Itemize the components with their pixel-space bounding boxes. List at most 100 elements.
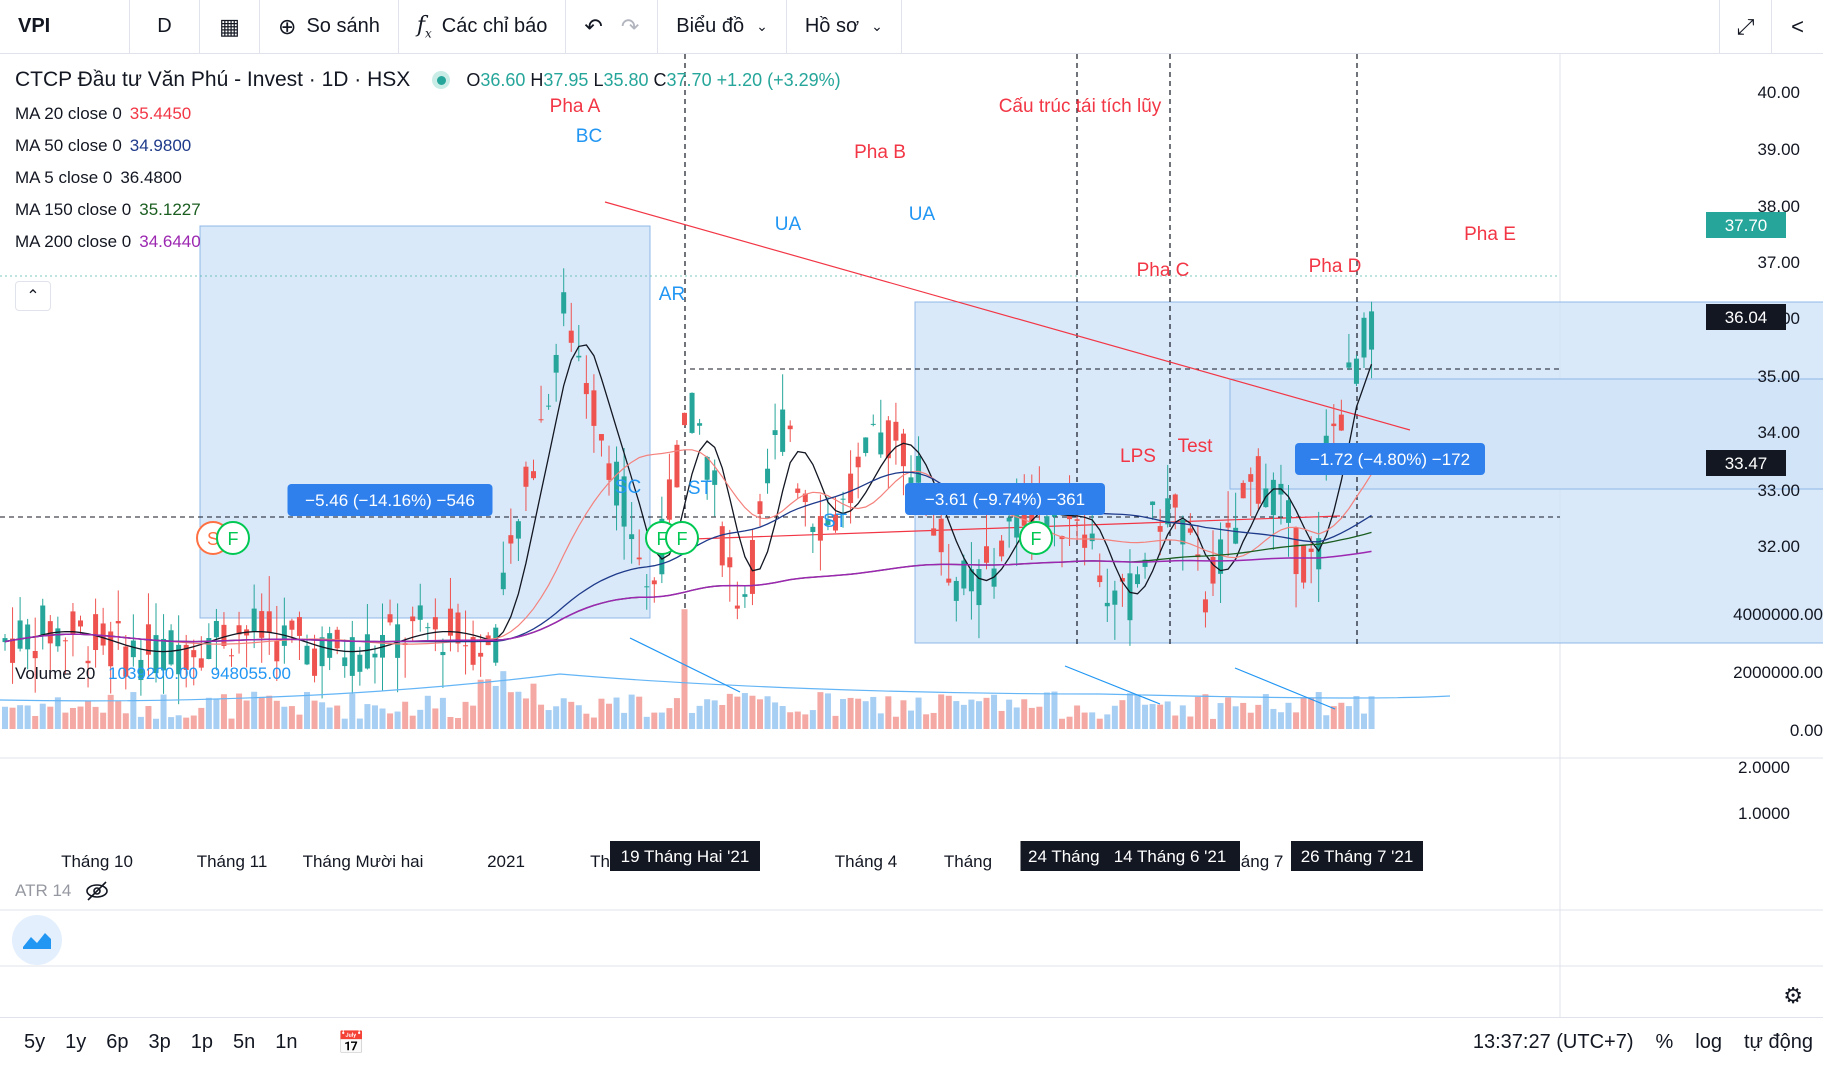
volume-bar [394, 711, 401, 729]
candle-body [25, 624, 31, 650]
ma-legend-row: MA 150 close 0 35.1227 [15, 200, 201, 220]
atr-tick-label: 2.0000 [1738, 758, 1790, 777]
candle-body [561, 292, 567, 314]
volume-bar [991, 694, 998, 729]
annotation-label: ST [688, 478, 713, 499]
candle-body [1112, 590, 1118, 605]
candle-body [1301, 545, 1307, 583]
range-button-5n[interactable]: 5n [233, 1031, 256, 1053]
candle-body [470, 637, 476, 665]
chart-style-button[interactable]: ▦ [200, 0, 260, 54]
event-marker [216, 521, 250, 555]
volume-bar [673, 698, 680, 729]
candle-body [447, 608, 453, 636]
volume-bar [824, 693, 831, 729]
candle-body [931, 528, 937, 536]
volume-bar [485, 679, 492, 729]
candle-body [1346, 362, 1352, 368]
volume-bar [319, 702, 326, 729]
profile-menu-button[interactable]: Hồ sơ ⌄ [787, 0, 902, 54]
candle-body [976, 569, 982, 606]
volume-bar [651, 712, 658, 729]
volume-bar [455, 717, 461, 729]
volume-bar [900, 700, 907, 729]
volume-bar [749, 695, 756, 729]
auto-scale-toggle[interactable]: tự động [1744, 1031, 1813, 1053]
volume-bar [794, 711, 801, 729]
range-button-1n[interactable]: 1n [275, 1031, 298, 1053]
annotation-label: Cấu trúc tái tích lũy [999, 96, 1162, 117]
ma-value: 34.6440 [139, 232, 201, 251]
ma-value: 34.9800 [129, 136, 192, 155]
range-button-1y[interactable]: 1y [65, 1031, 87, 1053]
volume-value-2: 948055.00 [210, 664, 292, 683]
candle-body [953, 580, 959, 601]
event-marker-label: F [657, 529, 668, 549]
indicators-button[interactable]: fx Các chỉ báo [399, 0, 567, 54]
compare-button[interactable]: ⊕ So sánh [260, 0, 399, 54]
percent-toggle[interactable]: % [1655, 1031, 1674, 1053]
candle-body [47, 621, 53, 644]
candle-body [32, 651, 38, 659]
volume-bar [1262, 694, 1269, 729]
volume-bar [923, 714, 930, 729]
candle-body [621, 476, 627, 527]
volume-bar [266, 695, 273, 729]
event-marker-label: F [677, 529, 688, 549]
chevron-down-icon: ⌄ [871, 18, 883, 34]
candle-body [1097, 575, 1103, 583]
interval-button[interactable]: D [130, 0, 200, 54]
fullscreen-icon[interactable]: ⤢ [1719, 0, 1771, 54]
candle-body [629, 534, 635, 540]
eye-hidden-icon[interactable] [85, 880, 109, 902]
gear-icon[interactable]: ⚙ [1783, 983, 1803, 1008]
chart-canvas[interactable]: Pha A BC Pha B Cấu trúc tái tích lũy UA UA AR S… [0, 54, 1823, 1017]
candle-body [108, 631, 114, 667]
volume-bar [938, 694, 945, 729]
range-button-1p[interactable]: 1p [190, 1031, 213, 1053]
volume-bar [24, 705, 31, 729]
candle-body [576, 355, 582, 358]
candle-body [523, 466, 529, 487]
candle-body [825, 519, 831, 525]
clock-time: 13:37:27 (UTC+7) [1472, 1031, 1634, 1053]
trend-line [664, 515, 1341, 541]
event-marker [665, 521, 699, 555]
moving-average-line [4, 449, 1373, 645]
range-button-5y[interactable]: 5y [24, 1031, 46, 1053]
volume-bar [1323, 715, 1330, 729]
tradingview-logo-icon[interactable] [12, 915, 62, 965]
log-toggle[interactable]: log [1695, 1031, 1722, 1053]
volume-bar [273, 700, 280, 729]
candle-body [319, 637, 325, 667]
volume-bar [477, 679, 484, 729]
atr-tick-label: 1.0000 [1738, 804, 1790, 823]
candle-body [1353, 358, 1359, 384]
symbol-search-button[interactable]: VPI [0, 0, 130, 54]
candle-body [93, 614, 99, 651]
fx-icon: fx [416, 12, 432, 41]
time-axis-label: 2021 [487, 852, 525, 871]
volume-bar [153, 718, 159, 729]
volume-bar [643, 716, 650, 729]
undo-icon[interactable]: ↶ [584, 13, 603, 39]
volume-bar [885, 696, 892, 729]
chart-menu-button[interactable]: Biểu đồ ⌄ [658, 0, 787, 54]
volume-bar [168, 717, 175, 729]
price-level-label: 33.47 [1725, 454, 1768, 473]
chevron-up-icon: ⌃ [26, 288, 40, 305]
volume-bar [1194, 696, 1201, 729]
candle-body [1361, 317, 1367, 358]
candles-icon: ▦ [219, 13, 240, 39]
trend-line [604, 201, 1411, 431]
range-button-3p[interactable]: 3p [148, 1031, 171, 1053]
goto-date-icon[interactable]: 📅 [337, 1029, 365, 1055]
time-axis-label: Tháng 4 [835, 852, 897, 871]
interval-label: D [157, 15, 172, 37]
share-icon[interactable]: < [1771, 0, 1823, 54]
redo-icon[interactable]: ↷ [620, 13, 640, 39]
volume-bar [855, 698, 862, 729]
range-button-6p[interactable]: 6p [106, 1031, 129, 1053]
collapse-legend-button[interactable]: ⌃ [15, 281, 51, 311]
date-badge [610, 841, 760, 871]
